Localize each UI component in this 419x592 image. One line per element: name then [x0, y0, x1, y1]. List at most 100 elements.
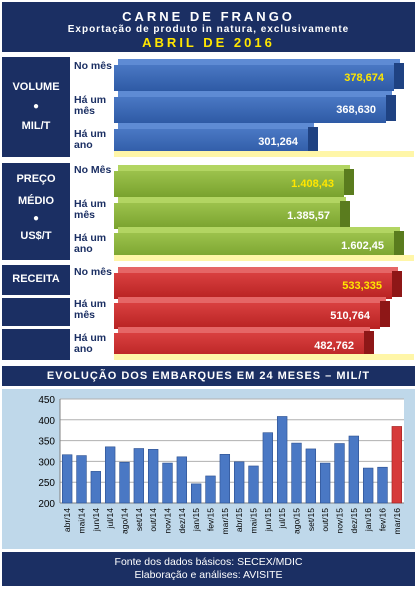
x-tick-label: out/14	[148, 508, 158, 532]
bar-out/15	[319, 462, 331, 504]
x-tick-label: jan/16	[363, 508, 373, 532]
report-period: ABRIL DE 2016	[142, 35, 275, 50]
bar-abr/14	[61, 454, 73, 504]
footer-credits: Elaboração e análises: AVISITE	[134, 569, 283, 581]
y-tick-label: 300	[38, 457, 55, 468]
bar-mai/14	[76, 455, 87, 504]
receita-floor	[114, 354, 414, 360]
preco-bar-3-top	[118, 227, 400, 235]
preco-bar-2-side	[340, 201, 350, 227]
y-tick-label: 250	[38, 478, 55, 489]
receita-bar-1: 533,335	[114, 273, 392, 299]
x-tick-label: out/15	[320, 508, 330, 532]
x-tick-label: abr/15	[234, 508, 244, 532]
receita-side-label: RECEITA	[2, 265, 70, 295]
bar-mar/16	[391, 426, 403, 504]
bar-nov/14	[162, 462, 173, 504]
report-header: CARNE DE FRANGO Exportação de produto in…	[2, 2, 415, 52]
x-tick-label: dez/14	[177, 508, 187, 534]
preco-row-label-2: Há um mês	[74, 198, 107, 221]
report-title: CARNE DE FRANGO	[122, 9, 295, 24]
bar-dez/14	[176, 456, 188, 504]
bar-jan/16	[362, 467, 374, 504]
y-tick-label: 450	[38, 395, 55, 406]
footer-source: Fonte dos dados básicos: SECEX/MDIC	[114, 556, 303, 568]
report-subtitle: Exportação de produto in natura, exclusi…	[67, 24, 350, 35]
bar-mar/15	[219, 454, 231, 504]
bar-mai/15	[248, 465, 259, 504]
y-tick-label: 350	[38, 437, 55, 448]
x-tick-label: set/15	[306, 508, 316, 531]
preco-bar-3: 1.602,45	[114, 233, 394, 259]
chart-title: EVOLUÇÃO DOS EMBARQUES EM 24 MESES – MIL…	[2, 366, 415, 386]
volume-bar-2: 368,630	[114, 97, 386, 123]
volume-row-label-1: No mês	[74, 60, 112, 72]
volume-bar-3: 301,264	[114, 129, 308, 155]
bar-abr/15	[233, 461, 245, 504]
bar-out/14	[147, 449, 159, 504]
preco-side-label: PREÇO MÉDIO ● US$/T	[2, 163, 70, 260]
x-tick-label: jan/15	[191, 508, 201, 532]
preco-bar-1: 1.408,43	[114, 171, 344, 197]
receita-side-block-2	[2, 298, 70, 326]
receita-side-top: RECEITA	[12, 273, 60, 285]
volume-side-bottom: MIL/T	[21, 120, 51, 132]
receita-bar-3-side	[364, 331, 374, 357]
bar-fev/16	[377, 466, 388, 504]
receita-bar-1-top	[118, 267, 398, 275]
volume-bar-3-top	[118, 123, 314, 131]
chart-panel: 200 250 300 350 400 450 abr/14 mai/14 jun/14 jul/…	[2, 389, 415, 549]
receita-section: RECEITA No mês Há um mês Há um ano 533,3…	[2, 265, 415, 360]
x-tick-label: abr/14	[62, 508, 72, 532]
volume-row-label-2: Há um mês	[74, 94, 107, 117]
receita-row-label-1: No mês	[74, 266, 112, 278]
footer: Fonte dos dados básicos: SECEX/MDIC Elab…	[2, 552, 415, 586]
volume-bar-2-side	[386, 95, 396, 121]
x-tick-label: ago/15	[292, 508, 302, 534]
volume-bar-3-side	[308, 127, 318, 153]
bar-jul/15	[276, 416, 288, 504]
volume-floor	[114, 151, 414, 157]
receita-bar-1-side	[392, 271, 402, 297]
bar-dez/15	[348, 435, 360, 504]
embarques-bar-chart: 200 250 300 350 400 450 abr/14 mai/14 jun/14 jul/…	[38, 395, 404, 535]
preco-bar-2: 1.385,57	[114, 203, 340, 229]
x-tick-label: jul/14	[105, 508, 115, 530]
preco-bullet: ●	[32, 213, 40, 224]
x-tick-label: mai/15	[249, 508, 259, 534]
volume-value-1: 378,674	[344, 72, 384, 84]
preco-side-bottom: US$/T	[20, 230, 52, 242]
bar-set/15	[305, 448, 317, 504]
receita-row-label-3: Há um ano	[74, 332, 107, 355]
receita-side-block-3	[2, 329, 70, 360]
y-tick-label: 400	[38, 416, 55, 427]
x-tick-label: nov/14	[163, 508, 173, 534]
bar-nov/15	[334, 443, 345, 504]
x-tick-label: mar/16	[392, 508, 402, 535]
x-tick-label: jun/15	[263, 508, 273, 532]
x-tick-label: fev/16	[378, 508, 388, 531]
volume-side-label: VOLUME ● MIL/T	[2, 57, 70, 157]
volume-section: VOLUME ● MIL/T No mês Há um mês Há um an…	[2, 57, 415, 157]
preco-row-label-1: No Mês	[74, 164, 112, 176]
volume-bullet: ●	[32, 101, 40, 112]
preco-bar-1-side	[344, 169, 354, 195]
volume-side-top: VOLUME	[12, 81, 60, 93]
preco-bar-1-top	[118, 165, 350, 173]
receita-bar-3-top	[118, 327, 370, 335]
volume-value-2: 368,630	[336, 104, 376, 116]
x-tick-label: jun/14	[91, 508, 101, 532]
volume-bar-1-top	[118, 59, 400, 67]
x-tick-label: ago/14	[120, 508, 130, 534]
x-tick-label: mar/15	[220, 508, 230, 535]
y-tick-label: 200	[38, 499, 55, 510]
bar-fev/15	[205, 475, 216, 504]
bar-jun/14	[90, 471, 102, 504]
x-tick-label: dez/15	[349, 508, 359, 534]
preco-row-label-3: Há um ano	[74, 232, 107, 255]
bar-set/14	[133, 448, 145, 504]
x-tick-label: jul/15	[277, 508, 287, 530]
preco-floor	[114, 255, 414, 261]
receita-bar-2-side	[380, 301, 390, 327]
bar-jul/14	[104, 446, 116, 504]
